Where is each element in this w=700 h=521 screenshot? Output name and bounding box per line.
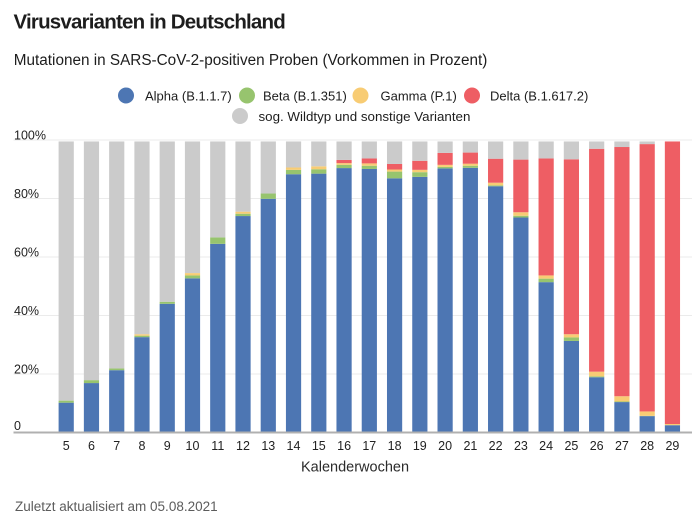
svg-text:21: 21 xyxy=(463,439,477,453)
svg-text:23: 23 xyxy=(514,439,528,453)
svg-text:10: 10 xyxy=(186,439,200,453)
svg-text:15: 15 xyxy=(312,439,326,453)
svg-text:28: 28 xyxy=(640,439,654,453)
svg-text:13: 13 xyxy=(261,439,275,453)
svg-text:27: 27 xyxy=(615,439,629,453)
svg-text:sog. Wildtyp und sonstige Vari: sog. Wildtyp und sonstige Varianten xyxy=(259,109,471,124)
svg-text:22: 22 xyxy=(489,439,503,453)
svg-text:9: 9 xyxy=(164,439,171,453)
svg-text:Kalenderwochen: Kalenderwochen xyxy=(301,460,409,476)
svg-text:6: 6 xyxy=(88,439,95,453)
svg-text:18: 18 xyxy=(388,439,402,453)
svg-text:Alpha (B.1.1.7): Alpha (B.1.1.7) xyxy=(145,88,232,103)
svg-text:5: 5 xyxy=(63,439,70,453)
svg-text:Zuletzt aktualisiert am 05.08.: Zuletzt aktualisiert am 05.08.2021 xyxy=(15,499,218,514)
svg-text:60%: 60% xyxy=(14,246,39,260)
svg-text:14: 14 xyxy=(287,439,301,453)
svg-text:20: 20 xyxy=(438,439,452,453)
svg-text:Gamma (P.1): Gamma (P.1) xyxy=(381,88,457,103)
svg-text:40%: 40% xyxy=(14,304,39,318)
svg-text:Virusvarianten in Deutschland: Virusvarianten in Deutschland xyxy=(14,10,286,33)
svg-text:19: 19 xyxy=(413,439,427,453)
svg-text:17: 17 xyxy=(362,439,376,453)
svg-text:24: 24 xyxy=(539,439,553,453)
svg-text:29: 29 xyxy=(665,439,679,453)
svg-text:100%: 100% xyxy=(14,129,46,143)
svg-text:80%: 80% xyxy=(14,187,39,201)
svg-text:Mutationen in SARS-CoV-2-posit: Mutationen in SARS-CoV-2-positiven Probe… xyxy=(14,52,488,69)
svg-text:26: 26 xyxy=(590,439,604,453)
svg-text:Delta (B.1.617.2): Delta (B.1.617.2) xyxy=(490,88,588,103)
svg-text:7: 7 xyxy=(113,439,120,453)
svg-text:16: 16 xyxy=(337,439,351,453)
svg-text:20%: 20% xyxy=(14,363,39,377)
svg-text:8: 8 xyxy=(139,439,146,453)
svg-text:Beta (B.1.351): Beta (B.1.351) xyxy=(263,88,347,103)
svg-text:25: 25 xyxy=(564,439,578,453)
svg-text:0: 0 xyxy=(14,419,21,433)
svg-text:11: 11 xyxy=(211,439,224,453)
svg-text:12: 12 xyxy=(236,439,250,453)
